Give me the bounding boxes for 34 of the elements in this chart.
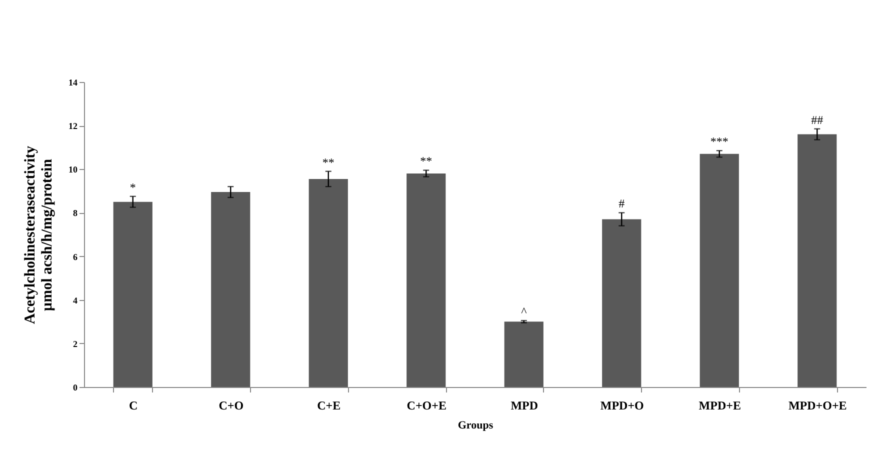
- x-tick-label: C+O: [218, 398, 244, 412]
- text: µmol acsh/h/mg/protein: [40, 158, 56, 312]
- text: Acetylcholinesteraseactivity: [22, 146, 38, 324]
- annotation: *: [130, 180, 136, 194]
- annotation: **: [322, 155, 334, 170]
- bar: [406, 174, 446, 387]
- bar: [308, 178, 348, 387]
- x-tick-label: MPD+O+E: [788, 398, 847, 412]
- y-tick-label: 10: [68, 164, 78, 175]
- y-tick-label: 8: [73, 208, 78, 218]
- y-tick-label: 0: [73, 382, 78, 392]
- x-tick-label: MPD+O: [600, 398, 644, 412]
- y-tick-label: 2: [73, 338, 78, 349]
- x-tick-label: MPD+E: [698, 398, 741, 412]
- y-tick-label: 4: [73, 295, 78, 306]
- bar: [602, 219, 642, 387]
- bar: [700, 154, 739, 387]
- annotation: ##: [811, 112, 824, 127]
- annotation: ***: [710, 134, 728, 149]
- x-tick-label: C: [129, 398, 138, 412]
- x-axis-title: Groups: [458, 420, 494, 432]
- bar: [798, 134, 837, 387]
- y-tick-label: 14: [68, 78, 78, 88]
- x-tick-label: MPD: [510, 398, 538, 412]
- annotation: **: [420, 154, 432, 168]
- y-tick-label: 6: [73, 252, 78, 262]
- y-tick-label: 12: [68, 121, 78, 132]
- annotation: ^: [521, 304, 528, 319]
- bar: [211, 192, 250, 387]
- bar: [113, 202, 152, 387]
- x-tick-label: C+E: [317, 398, 341, 412]
- x-tick-label: C+O+E: [406, 398, 446, 412]
- annotation: #: [618, 196, 625, 211]
- bar: [504, 322, 544, 387]
